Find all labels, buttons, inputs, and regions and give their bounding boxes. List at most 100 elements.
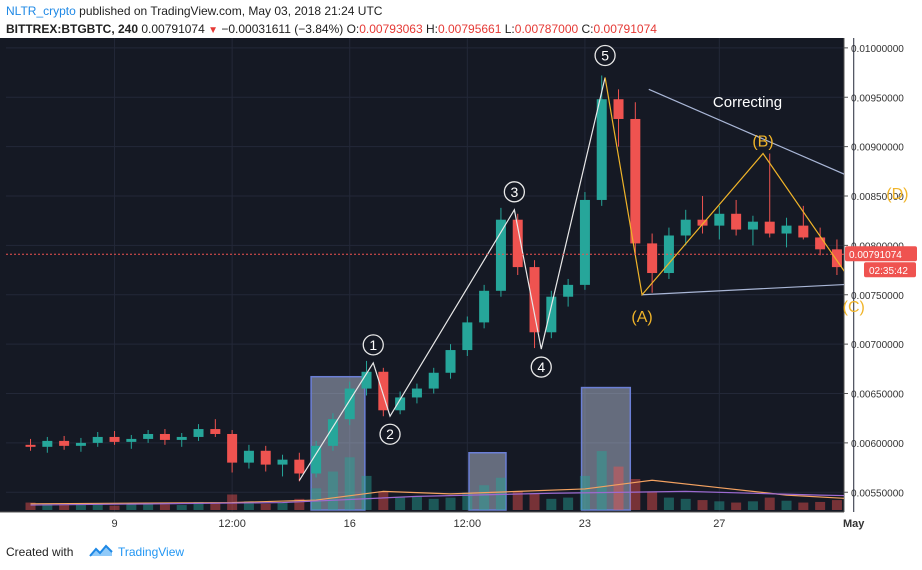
volume-bar xyxy=(563,497,574,510)
volume-bar xyxy=(311,488,322,510)
candle-body xyxy=(495,219,506,291)
last-price-tag-label: 0.00791074 xyxy=(849,250,902,261)
time-axis-background xyxy=(0,512,844,538)
volume-bar xyxy=(327,471,338,510)
candle-body xyxy=(731,213,742,230)
volume-bar xyxy=(277,502,288,510)
candle-body xyxy=(563,284,574,297)
candle-body xyxy=(663,235,674,274)
candle-body xyxy=(294,459,305,474)
candle-body xyxy=(311,445,322,474)
volume-bar xyxy=(529,493,540,510)
volume-bar xyxy=(546,498,557,510)
volume-bar xyxy=(210,503,221,510)
volume-bar xyxy=(445,497,456,510)
volume-bar xyxy=(260,503,271,510)
volume-bar xyxy=(747,501,758,510)
candle-body xyxy=(815,237,826,250)
candle-body xyxy=(277,459,288,465)
candle-body xyxy=(159,433,170,440)
volume-bar xyxy=(193,501,204,510)
wave-circle-marker xyxy=(530,356,552,378)
y-tick-label: 0.00600000 xyxy=(851,439,904,450)
y-tick-label: 0.00650000 xyxy=(851,390,904,401)
volume-bar xyxy=(42,503,53,510)
volume-bar xyxy=(92,504,103,510)
volume-bar xyxy=(428,498,439,510)
impulse-wave-label: 2 xyxy=(386,426,394,442)
created-with-label: Created with xyxy=(6,545,74,559)
impulse-wave-label: 4 xyxy=(537,359,545,375)
volume-bar xyxy=(395,497,406,510)
price-axis-background xyxy=(844,38,922,538)
candle-body xyxy=(193,429,204,437)
correcting-annotation: Correcting xyxy=(713,94,782,111)
wave-circle-marker xyxy=(362,334,384,356)
candle-body xyxy=(210,429,221,434)
volume-bar xyxy=(159,504,170,510)
candle-body xyxy=(176,436,187,440)
volume-highlight-box xyxy=(310,375,366,511)
footer: Created with TradingView xyxy=(0,538,922,570)
volume-bar xyxy=(411,496,422,510)
high-label: H: xyxy=(426,22,438,36)
countdown-label: 02:35:42 xyxy=(869,266,908,277)
candle-body xyxy=(42,440,53,447)
candle-body xyxy=(378,371,389,411)
published-text: published on TradingView.com, May 03, 20… xyxy=(79,4,383,18)
candle-body xyxy=(462,322,473,351)
candle-body xyxy=(697,219,708,226)
y-tick-label: 0.00550000 xyxy=(851,488,904,499)
candle-body xyxy=(126,438,137,442)
volume-highlight-box xyxy=(468,452,507,511)
corrective-wave-label: (A) xyxy=(631,309,652,326)
author-link[interactable]: NLTR_crypto xyxy=(6,4,76,18)
low-label: L: xyxy=(504,22,515,36)
candle-body xyxy=(327,419,338,446)
last-price: 0.00791074 xyxy=(141,22,205,36)
volume-bar xyxy=(697,500,708,510)
price-chart[interactable]: 0.00550000 0.00600000 0.00650000 0.00700000… xyxy=(0,38,922,538)
x-tick-label: 9 xyxy=(111,518,117,530)
candle-body xyxy=(445,350,456,373)
volume-bar xyxy=(176,505,187,510)
candle-body xyxy=(831,249,842,268)
candle-body xyxy=(747,221,758,230)
candle-body xyxy=(512,219,523,268)
tradingview-logo-icon xyxy=(89,544,113,557)
candle-body xyxy=(59,440,70,446)
x-tick-label: 23 xyxy=(579,518,591,530)
chart-header: NLTR_crypto published on TradingView.com… xyxy=(0,0,922,40)
volume-bar xyxy=(25,502,36,510)
corrective-wave-label: (B) xyxy=(752,134,773,151)
candle-body xyxy=(781,225,792,234)
candle-body xyxy=(479,290,490,323)
x-tick-label: May xyxy=(843,518,865,530)
volume-bar xyxy=(613,466,624,510)
volume-bar xyxy=(344,457,355,510)
volume-bar xyxy=(462,492,473,510)
corrective-wave-path xyxy=(604,77,844,297)
tradingview-brand[interactable]: TradingView xyxy=(118,545,185,559)
down-arrow-icon: ▼ xyxy=(208,25,219,36)
volume-bar xyxy=(143,502,154,510)
impulse-wave-label: 1 xyxy=(369,337,377,353)
volume-bar xyxy=(378,491,389,510)
x-tick-label: 12:00 xyxy=(454,518,482,530)
last-price-tag xyxy=(845,246,917,262)
volume-ma-line xyxy=(30,479,844,505)
y-tick-label: 0.00900000 xyxy=(851,143,904,154)
volume-bar xyxy=(680,498,691,510)
plot-layer xyxy=(25,75,844,511)
y-tick-label: 0.01000000 xyxy=(851,44,904,55)
x-tick-label: 16 xyxy=(344,518,356,530)
volume-bar xyxy=(243,501,254,510)
close-value: 0.00791074 xyxy=(593,22,657,36)
candle-body xyxy=(529,267,540,333)
impulse-wave-label: 3 xyxy=(510,184,518,200)
corrective-wave-label: (C) xyxy=(843,299,865,316)
volume-bar xyxy=(663,497,674,510)
volume-bar xyxy=(731,502,742,510)
candle-body xyxy=(109,436,120,442)
candle-body xyxy=(596,99,607,200)
